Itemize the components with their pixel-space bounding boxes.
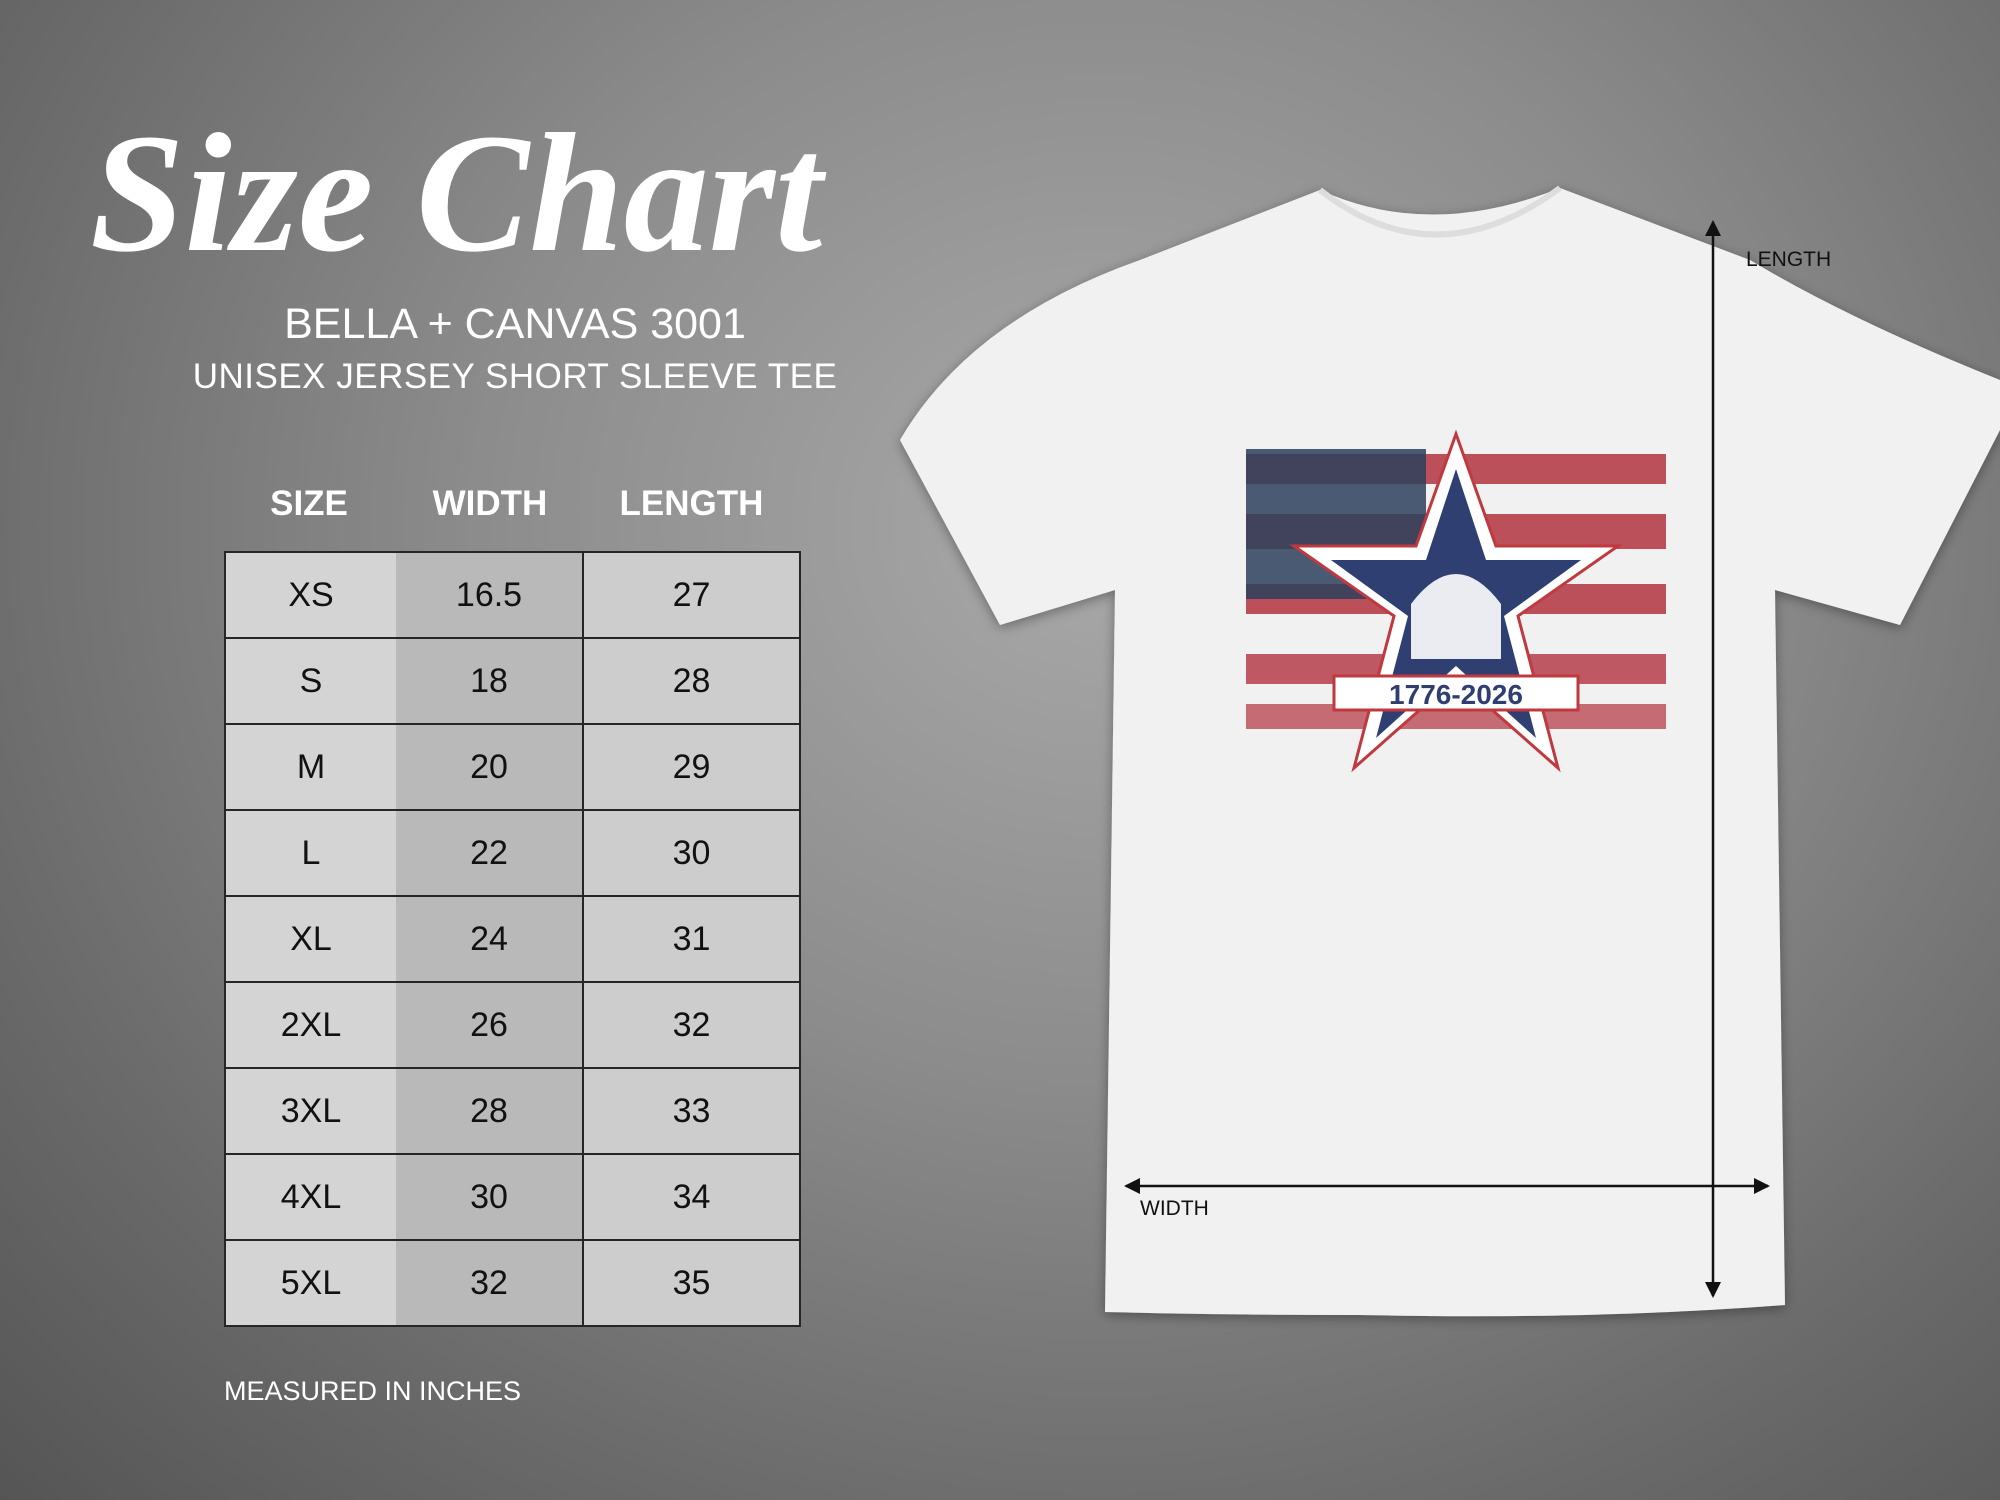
width-cell: 30 bbox=[396, 1153, 584, 1241]
length-cell: 32 bbox=[582, 981, 801, 1069]
header-length: LENGTH bbox=[619, 484, 764, 523]
tshirt bbox=[900, 188, 2000, 1317]
length-cell: 29 bbox=[582, 723, 801, 811]
table-row: L 22 30 bbox=[224, 809, 801, 897]
graphic-years: 1776-2026 bbox=[1389, 679, 1523, 710]
size-cell: M bbox=[224, 723, 396, 811]
table-row: M 20 29 bbox=[224, 723, 801, 811]
length-cell: 30 bbox=[582, 809, 801, 897]
header-width: WIDTH bbox=[432, 484, 548, 523]
width-arrow bbox=[1124, 1178, 1770, 1194]
table-row: S 18 28 bbox=[224, 637, 801, 725]
size-chart-title: Size Chart bbox=[90, 99, 827, 287]
table-row: XL 24 31 bbox=[224, 895, 801, 983]
width-cell: 18 bbox=[396, 637, 584, 725]
size-cell: XS bbox=[224, 551, 396, 639]
size-cell: 2XL bbox=[224, 981, 396, 1069]
width-cell: 28 bbox=[396, 1067, 584, 1155]
size-cell: 3XL bbox=[224, 1067, 396, 1155]
width-cell: 16.5 bbox=[396, 551, 584, 639]
width-cell: 32 bbox=[396, 1239, 584, 1327]
width-cell: 22 bbox=[396, 809, 584, 897]
width-cell: 24 bbox=[396, 895, 584, 983]
size-cell: XL bbox=[224, 895, 396, 983]
length-cell: 35 bbox=[582, 1239, 801, 1327]
length-arrow bbox=[1705, 220, 1721, 1298]
svg-text:Size Chart: Size Chart bbox=[90, 99, 827, 287]
length-cell: 27 bbox=[582, 551, 801, 639]
brand-model: BELLA + CANVAS 3001 bbox=[284, 300, 746, 348]
width-cell: 20 bbox=[396, 723, 584, 811]
table-row: XS 16.5 27 bbox=[224, 551, 801, 639]
length-cell: 31 bbox=[582, 895, 801, 983]
length-cell: 34 bbox=[582, 1153, 801, 1241]
tshirt-diagram: 1776-2026 LENGTH WIDTH bbox=[900, 185, 2000, 1317]
length-cell: 33 bbox=[582, 1067, 801, 1155]
size-cell: 4XL bbox=[224, 1153, 396, 1241]
header-size: SIZE bbox=[270, 484, 348, 523]
length-label: LENGTH bbox=[1746, 248, 1831, 271]
size-cell: L bbox=[224, 809, 396, 897]
size-cell: 5XL bbox=[224, 1239, 396, 1327]
table-row: 3XL 28 33 bbox=[224, 1067, 801, 1155]
product-name: UNISEX JERSEY SHORT SLEEVE TEE bbox=[192, 357, 838, 396]
table-row: 4XL 30 34 bbox=[224, 1153, 801, 1241]
units-note: MEASURED IN INCHES bbox=[224, 1376, 522, 1406]
width-cell: 26 bbox=[396, 981, 584, 1069]
length-cell: 28 bbox=[582, 637, 801, 725]
size-table: XS 16.5 27 S 18 28 M 20 29 L 22 30 XL 24 31 2XL 26 32 3XL 2… bbox=[224, 551, 801, 1327]
table-row: 2XL 26 32 bbox=[224, 981, 801, 1069]
table-row: 5XL 32 35 bbox=[224, 1239, 801, 1327]
flag-star-graphic: 1776-2026 bbox=[1246, 429, 1666, 773]
size-cell: S bbox=[224, 637, 396, 725]
width-label: WIDTH bbox=[1140, 1197, 1209, 1220]
